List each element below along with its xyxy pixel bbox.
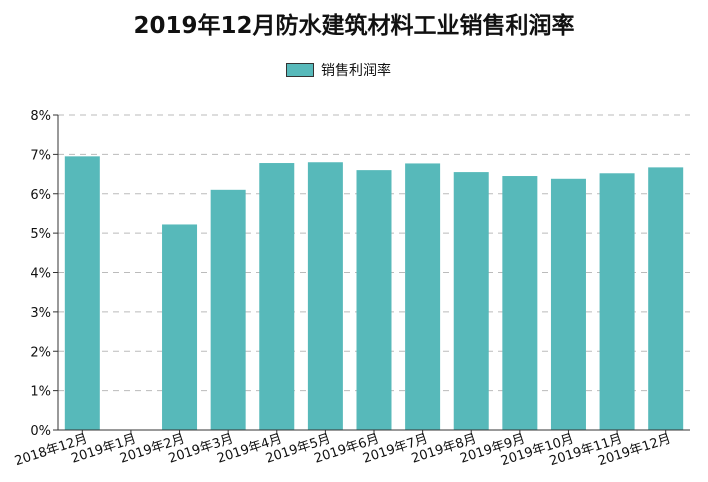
y-tick-label: 0% bbox=[30, 424, 51, 439]
legend-swatch bbox=[286, 63, 314, 77]
bar bbox=[550, 178, 586, 430]
legend-label: 销售利润率 bbox=[321, 63, 391, 79]
y-tick-label: 7% bbox=[30, 148, 51, 163]
bar bbox=[599, 173, 635, 430]
bars bbox=[64, 156, 684, 430]
y-tick-label: 3% bbox=[30, 306, 51, 321]
bar bbox=[356, 170, 392, 430]
legend: 销售利润率 bbox=[286, 60, 391, 80]
axes bbox=[53, 114, 690, 435]
y-tick-label: 6% bbox=[30, 188, 51, 203]
bar bbox=[259, 163, 295, 430]
bar bbox=[210, 189, 246, 430]
y-tick-label: 1% bbox=[30, 385, 51, 400]
y-tick-label: 5% bbox=[30, 227, 51, 242]
bar bbox=[64, 156, 100, 430]
bar bbox=[162, 224, 198, 430]
bar bbox=[648, 167, 684, 430]
bar bbox=[405, 163, 441, 430]
bar bbox=[502, 176, 538, 430]
y-tick-label: 4% bbox=[30, 267, 51, 282]
y-tick-label: 8% bbox=[30, 109, 51, 124]
y-tick-label: 2% bbox=[30, 345, 51, 360]
chart-title: 2019年12月防水建筑材料工业销售利润率 bbox=[133, 13, 575, 39]
bar bbox=[307, 162, 343, 430]
bar bbox=[453, 172, 489, 430]
